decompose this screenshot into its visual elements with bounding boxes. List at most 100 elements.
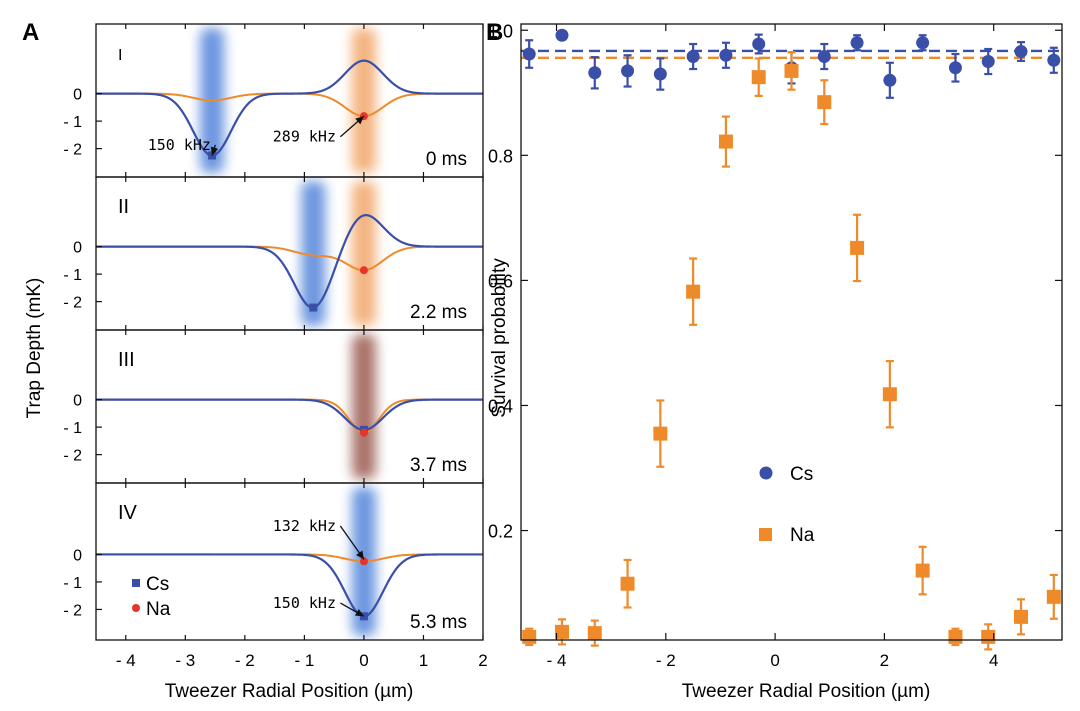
data-point-na bbox=[1014, 609, 1029, 624]
x-tick-label: 1 bbox=[419, 651, 428, 670]
data-point-cs bbox=[1014, 45, 1028, 59]
x-tick-label: 2 bbox=[478, 651, 487, 670]
data-point-cs bbox=[948, 61, 962, 75]
time-label: 3.7 ms bbox=[410, 455, 467, 476]
data-point-na bbox=[686, 284, 701, 299]
y-tick-label: 0 bbox=[73, 240, 82, 257]
panel-roman-label: I bbox=[118, 47, 122, 64]
y-tick-label: - 2 bbox=[63, 295, 82, 312]
cs-atom-marker bbox=[309, 303, 318, 312]
na-atom-marker bbox=[359, 266, 368, 275]
legend-na-label: Na bbox=[790, 525, 815, 546]
y-tick-label: - 2 bbox=[63, 142, 82, 159]
x-tick-label: 0 bbox=[359, 651, 368, 670]
data-point-na bbox=[817, 95, 832, 110]
y-tick-label: 1.0 bbox=[488, 21, 513, 41]
y-tick-label: - 1 bbox=[63, 575, 82, 592]
panel-a-subplot-1: 0 - 1 - 2 I 0 ms 150 kHz 289 kHz bbox=[63, 23, 484, 178]
frequency-annotation: 150 kHz bbox=[273, 594, 336, 612]
cs-potential-curve bbox=[96, 59, 483, 157]
time-label: 2.2 ms bbox=[410, 302, 467, 323]
x-tick-label: - 2 bbox=[656, 651, 676, 670]
panel-b-label: B bbox=[486, 19, 503, 46]
data-point-na bbox=[948, 629, 963, 644]
x-tick-label: - 2 bbox=[235, 651, 255, 670]
annotation-arrowhead bbox=[356, 550, 364, 560]
data-point-cs bbox=[817, 50, 831, 64]
legend-na-label: Na bbox=[146, 599, 171, 620]
legend-cs-label: Cs bbox=[146, 574, 169, 595]
time-label: 5.3 ms bbox=[410, 612, 467, 633]
na-potential-curve bbox=[96, 398, 483, 434]
y-tick-label: - 1 bbox=[63, 267, 82, 284]
y-tick-label: - 2 bbox=[63, 448, 82, 465]
panel-a-subplot-3: 0 - 1 - 2 III 3.7 ms bbox=[63, 329, 484, 484]
y-tick-label: - 2 bbox=[63, 602, 82, 619]
x-tick-label: - 3 bbox=[175, 651, 195, 670]
trap-glow-na bbox=[351, 28, 376, 173]
panel-a: A Trap Depth (mK) Tweezer Radial Positio… bbox=[22, 19, 488, 702]
panel-roman-label: II bbox=[118, 196, 129, 218]
annotation-arrowhead bbox=[355, 116, 364, 125]
legend-na-marker bbox=[132, 604, 140, 612]
cs-potential-curve bbox=[96, 553, 483, 618]
data-point-na bbox=[850, 240, 865, 255]
na-potential-curve bbox=[96, 92, 483, 118]
annotation-arrowhead bbox=[210, 146, 219, 156]
data-point-na bbox=[620, 576, 635, 591]
panel-roman-label: IV bbox=[118, 502, 138, 524]
data-point-cs bbox=[653, 67, 667, 81]
data-point-na bbox=[554, 624, 569, 639]
trap-glow-na bbox=[351, 181, 376, 326]
y-tick-label: - 1 bbox=[63, 114, 82, 131]
trap-glow-merged bbox=[351, 334, 376, 479]
data-point-cs bbox=[752, 37, 766, 51]
legend-na-marker bbox=[759, 528, 772, 541]
panel-a-xlabel: Tweezer Radial Position (µm) bbox=[165, 681, 414, 702]
cs-potential-curve bbox=[96, 214, 483, 309]
y-tick-label: 0.2 bbox=[488, 522, 513, 542]
data-point-na bbox=[522, 629, 537, 644]
na-atom-marker bbox=[359, 557, 368, 566]
annotation-arrowhead bbox=[354, 608, 364, 617]
data-point-na bbox=[1046, 589, 1061, 604]
panel-a-ylabel: Trap Depth (mK) bbox=[24, 278, 45, 419]
y-tick-label: 0 bbox=[73, 87, 82, 104]
y-tick-label: 0 bbox=[73, 547, 82, 564]
frequency-annotation: 289 kHz bbox=[273, 128, 336, 146]
y-tick-label: - 1 bbox=[63, 420, 82, 437]
panel-a-subplot-4: 0 - 1 - 2 IV 5.3 ms 132 kHz 150 kHz Cs Na bbox=[63, 482, 484, 641]
y-tick-label: 0.8 bbox=[488, 146, 513, 166]
data-point-cs bbox=[1047, 53, 1061, 67]
data-point-cs bbox=[686, 50, 700, 64]
data-point-na bbox=[882, 387, 897, 402]
panel-roman-label: III bbox=[118, 349, 135, 371]
panel-a-subplot-2: 0 - 1 - 2 II 2.2 ms bbox=[63, 176, 484, 331]
data-point-na bbox=[784, 63, 799, 78]
y-tick-label: 0.4 bbox=[488, 396, 513, 416]
panel-b: B Survival probability Tweezer Radial Po… bbox=[486, 19, 1063, 702]
data-point-na bbox=[718, 134, 733, 149]
data-point-na bbox=[587, 626, 602, 641]
frequency-annotation: 150 kHz bbox=[148, 136, 211, 154]
na-atom-marker bbox=[359, 428, 368, 437]
y-tick-label: 0.6 bbox=[488, 271, 513, 291]
x-tick-label: - 4 bbox=[547, 651, 567, 670]
data-point-cs bbox=[916, 36, 930, 50]
legend-cs-label: Cs bbox=[790, 464, 813, 485]
panel-frame bbox=[95, 482, 484, 641]
data-point-na bbox=[915, 563, 930, 578]
x-tick-label: 2 bbox=[880, 651, 889, 670]
data-point-cs bbox=[555, 28, 569, 42]
x-tick-label: 0 bbox=[770, 651, 779, 670]
data-point-na bbox=[751, 70, 766, 85]
y-tick-label: 0 bbox=[73, 393, 82, 410]
panel-b-xlabel: Tweezer Radial Position (µm) bbox=[682, 681, 931, 702]
na-potential-curve bbox=[96, 245, 483, 272]
trap-glow-cs bbox=[301, 181, 326, 326]
data-point-cs bbox=[883, 73, 897, 87]
panel-b-legend: Cs Na bbox=[759, 464, 815, 546]
panel-b-ylabel: Survival probability bbox=[489, 258, 510, 418]
data-point-cs bbox=[621, 64, 635, 78]
